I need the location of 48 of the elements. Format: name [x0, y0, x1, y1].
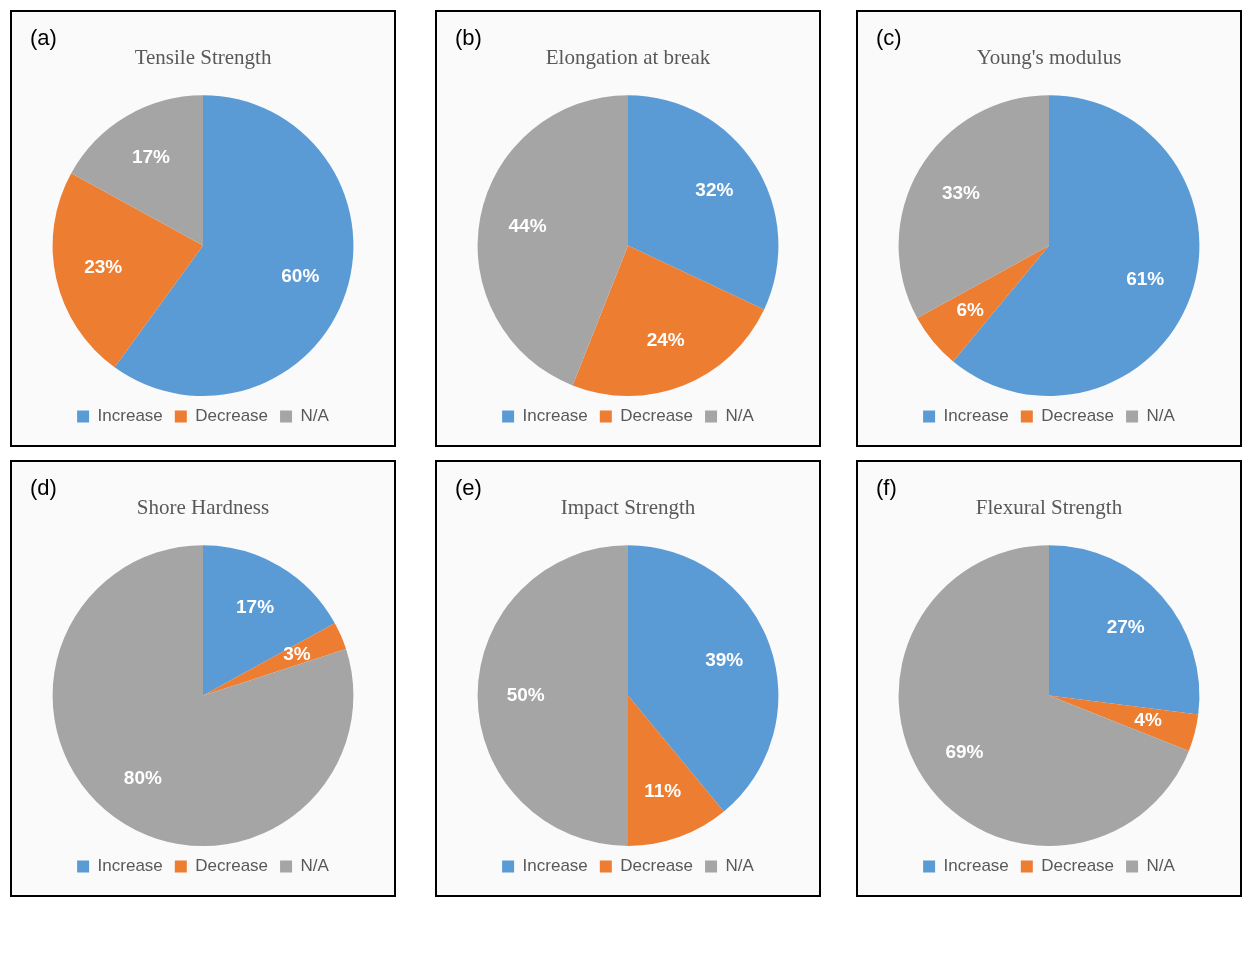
- legend-label: N/A: [725, 856, 755, 876]
- data-label: 17%: [131, 145, 171, 167]
- chart-title: Young's modulus: [976, 45, 1122, 70]
- legend-label: Decrease: [195, 856, 269, 876]
- text: (f): [876, 475, 897, 501]
- text: (a): [30, 25, 57, 51]
- data-label: 17%: [236, 595, 275, 617]
- chart-title: Impact Strength: [560, 495, 696, 520]
- legend-label: N/A: [300, 406, 330, 426]
- data-label: 33%: [941, 181, 981, 203]
- chart-title: Tensile Strength: [134, 45, 272, 70]
- data-label: 24%: [646, 328, 685, 350]
- data-label: 69%: [945, 741, 984, 763]
- legend-label: N/A: [725, 406, 755, 426]
- legend-label: N/A: [300, 856, 330, 876]
- legend-label: N/A: [1146, 856, 1176, 876]
- data-label: 23%: [84, 256, 123, 278]
- text: (b): [455, 25, 482, 51]
- chart-title: Flexural Strength: [975, 495, 1123, 520]
- data-label: 6%: [956, 299, 985, 321]
- data-label: 32%: [695, 179, 734, 201]
- legend-label: Decrease: [620, 406, 694, 426]
- legend-label: Increase: [97, 856, 163, 876]
- legend-label: Decrease: [620, 856, 694, 876]
- legend-label: Decrease: [195, 406, 269, 426]
- legend-label: Increase: [97, 406, 163, 426]
- data-label: 3%: [283, 643, 311, 665]
- data-label: 50%: [506, 683, 545, 705]
- text: (e): [455, 475, 482, 501]
- data-label: 60%: [281, 265, 320, 287]
- legend-label: Decrease: [1041, 406, 1115, 426]
- data-label: 39%: [705, 649, 744, 671]
- legend-label: Increase: [943, 406, 1009, 426]
- text: (d): [30, 475, 57, 501]
- chart-title: Shore Hardness: [136, 495, 270, 520]
- data-label: 4%: [1134, 709, 1162, 731]
- chart-title: Elongation at break: [545, 45, 711, 70]
- data-label: 27%: [1106, 616, 1145, 638]
- text: (c): [876, 25, 902, 51]
- data-label: 44%: [508, 214, 547, 236]
- legend-label: Increase: [522, 856, 588, 876]
- data-label: 61%: [1126, 268, 1165, 290]
- data-label: 80%: [123, 766, 162, 788]
- legend-label: N/A: [1146, 406, 1176, 426]
- data-label: 11%: [644, 780, 682, 802]
- legend-label: Increase: [522, 406, 588, 426]
- legend-label: Increase: [943, 856, 1009, 876]
- legend-label: Decrease: [1041, 856, 1115, 876]
